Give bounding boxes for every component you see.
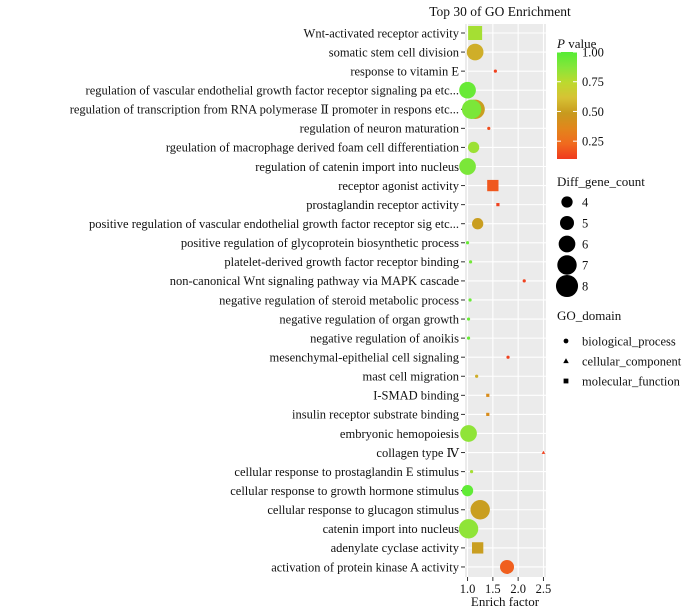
y-tick-label: cellular response to growth hormone stim…: [230, 484, 459, 498]
y-tick-label: positive regulation of glycoprotein bios…: [181, 236, 459, 250]
shape-legend-key: [563, 378, 569, 384]
data-point: [486, 412, 490, 416]
data-point: [459, 81, 476, 99]
p-value-legend-title-italic: P: [556, 36, 565, 51]
shape-legend: GO_domain biological_process cellular_com…: [557, 308, 682, 389]
y-tick-label: somatic stem cell division: [329, 45, 460, 59]
data-point: [466, 336, 471, 340]
data-point: [460, 425, 477, 442]
data-point: [470, 500, 490, 520]
shape-legend-title: GO_domain: [557, 308, 622, 323]
size-legend-key: [555, 274, 579, 298]
shape-legend-label: cellular_component: [582, 355, 682, 369]
y-tick-label: cellular response to glucagon stimulus: [267, 503, 459, 517]
y-tick-label: adenylate cyclase activity: [331, 541, 460, 555]
y-tick-label: negative regulation of steroid metabolic…: [219, 293, 459, 307]
y-tick-label: receptor agonist activity: [338, 179, 460, 193]
size-legend-label: 7: [582, 259, 588, 273]
data-point-overlay: [461, 99, 482, 119]
y-tick-label: prostaglandin receptor activity: [306, 198, 459, 212]
x-tick-label: 2.0: [510, 582, 526, 596]
size-legend-label: 5: [582, 217, 588, 231]
data-point: [458, 519, 479, 539]
p-value-tick-label: 0.75: [582, 75, 604, 89]
y-tick-label: activation of protein kinase A activity: [271, 560, 460, 574]
data-point: [487, 126, 491, 130]
size-legend-key: [557, 255, 577, 275]
y-tick-label: regulation of vascular endothelial growt…: [86, 84, 459, 98]
data-point: [465, 241, 470, 245]
data-point: [469, 470, 474, 474]
y-tick-label: non-canonical Wnt signaling pathway via …: [170, 274, 460, 288]
y-tick-label: rgeulation of macrophage derived foam ce…: [166, 141, 460, 155]
y-tick-label: negative regulation of anoikis: [310, 331, 459, 345]
data-point: [461, 485, 474, 497]
data-point: [472, 218, 484, 230]
data-point: [468, 26, 483, 40]
data-point: [466, 43, 484, 61]
p-value-legend-title-rest: value: [565, 36, 597, 51]
y-tick-label: platelet-derived growth factor receptor …: [224, 255, 459, 269]
y-tick-label: catenin import into nucleus: [323, 522, 460, 536]
shape-legend-label: molecular_function: [582, 375, 681, 389]
data-point: [459, 158, 476, 175]
data-point: [500, 559, 515, 574]
p-value-tick-label: 0.50: [582, 105, 604, 119]
y-tick-label: cellular response to prostaglandin E sti…: [234, 465, 459, 479]
p-value-legend-title: P value: [556, 36, 597, 51]
size-legend-title: Diff_gene_count: [557, 174, 645, 189]
shape-legend-key: [563, 338, 569, 344]
y-tick-label: response to vitamin E: [350, 64, 459, 78]
data-point: [467, 141, 480, 154]
data-point: [496, 203, 500, 207]
term-labels: Wnt-activated receptor activity somatic s…: [70, 26, 465, 574]
y-tick-label: mast cell migration: [362, 370, 459, 384]
size-legend-label: 8: [582, 280, 588, 294]
size-legend-key: [558, 235, 576, 253]
y-tick-label: regulation of catenin import into nucleu…: [255, 160, 459, 174]
data-point: [468, 260, 473, 264]
y-tick-label: collagen type Ⅳ: [376, 446, 459, 460]
size-legend-key: [560, 216, 574, 230]
chart-title: Top 30 of GO Enrichment: [429, 4, 571, 19]
x-tick-label: 1.5: [485, 582, 501, 596]
data-point: [493, 69, 497, 73]
size-legend: Diff_gene_count 4 5 6 7 8: [555, 174, 645, 298]
data-point: [506, 355, 510, 359]
p-value-tick-label: 0.25: [582, 135, 604, 149]
p-value-colorbar: [557, 52, 577, 159]
y-tick-label: regulation of transcription from RNA pol…: [70, 103, 459, 117]
data-point: [472, 542, 484, 554]
data-point: [486, 393, 490, 397]
data-point: [541, 450, 546, 454]
y-tick-label: embryonic hemopoiesis: [340, 427, 459, 441]
x-tick-label: 2.5: [536, 582, 552, 596]
y-tick-label: insulin receptor substrate binding: [292, 408, 460, 422]
shape-legend-label: biological_process: [582, 335, 676, 349]
x-axis-title: Enrich factor: [471, 594, 540, 609]
x-tick-label: 1.0: [460, 582, 476, 596]
data-points: [458, 26, 546, 574]
size-legend-key: [561, 196, 573, 208]
size-legend-label: 6: [582, 238, 588, 252]
y-tick-label: positive regulation of vascular endothel…: [89, 217, 459, 231]
p-value-legend: P value 1.00 0.75 0.50 0.25: [556, 36, 604, 159]
y-tick-label: negative regulation of organ growth: [279, 312, 459, 326]
size-legend-label: 4: [582, 196, 589, 210]
y-tick-label: Wnt-activated receptor activity: [304, 26, 460, 40]
y-tick-label: regulation of neuron maturation: [300, 122, 460, 136]
x-axis: 1.0 1.5 2.0 2.5: [460, 577, 552, 596]
shape-legend-key: [563, 358, 569, 364]
p-value-tick-label: 1.00: [582, 46, 604, 60]
data-point: [487, 179, 499, 192]
data-point: [468, 298, 472, 302]
data-point: [466, 317, 471, 321]
y-tick-label: I-SMAD binding: [373, 389, 460, 403]
data-point: [522, 279, 526, 283]
y-tick-label: mesenchymal-epithelial cell signaling: [269, 350, 459, 364]
data-point: [475, 374, 479, 378]
